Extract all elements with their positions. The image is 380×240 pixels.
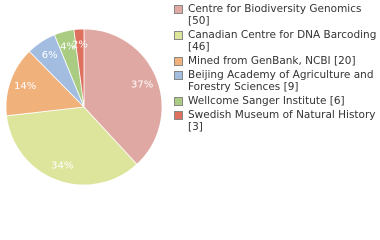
slice-label: 14%: [14, 81, 36, 92]
legend-label: Centre for Biodiversity Genomics [50]: [188, 3, 362, 27]
pie-slice: [5, 50, 85, 117]
legend-item: Centre for Biodiversity Genomics [50]: [172, 3, 377, 27]
slice-label: 34%: [51, 160, 73, 171]
legend-item: Wellcome Sanger Institute [6]: [172, 95, 377, 107]
slice-label: 37%: [131, 79, 153, 90]
slice-label: 2%: [72, 40, 88, 51]
legend-swatch: [174, 97, 183, 106]
legend-label: Canadian Centre for DNA Barcoding [46]: [188, 29, 377, 53]
slice-label: 6%: [42, 50, 58, 61]
legend-item: Swedish Museum of Natural History [3]: [172, 109, 377, 133]
legend-swatch: [174, 57, 183, 66]
legend: Centre for Biodiversity Genomics [50] Can…: [172, 3, 377, 135]
legend-label: Swedish Museum of Natural History [3]: [188, 109, 376, 133]
pie-slice: [83, 28, 163, 165]
legend-label: Beijing Academy of Agriculture and Fores…: [188, 69, 374, 93]
pie-chart: 37% 34% 14% 6%4%2%: [5, 28, 163, 186]
legend-label: Wellcome Sanger Institute [6]: [188, 95, 345, 107]
pie-slice: [6, 106, 138, 186]
legend-swatch: [174, 5, 183, 14]
legend-item: Canadian Centre for DNA Barcoding [46]: [172, 29, 377, 53]
legend-swatch: [174, 71, 183, 80]
pie-slice: [73, 28, 85, 108]
slice-label: 4%: [60, 42, 76, 53]
legend-item: Mined from GenBank, NCBI [20]: [172, 55, 377, 67]
legend-swatch: [174, 31, 183, 40]
legend-swatch: [174, 111, 183, 120]
legend-label: Mined from GenBank, NCBI [20]: [188, 55, 356, 67]
legend-item: Beijing Academy of Agriculture and Fores…: [172, 69, 377, 93]
